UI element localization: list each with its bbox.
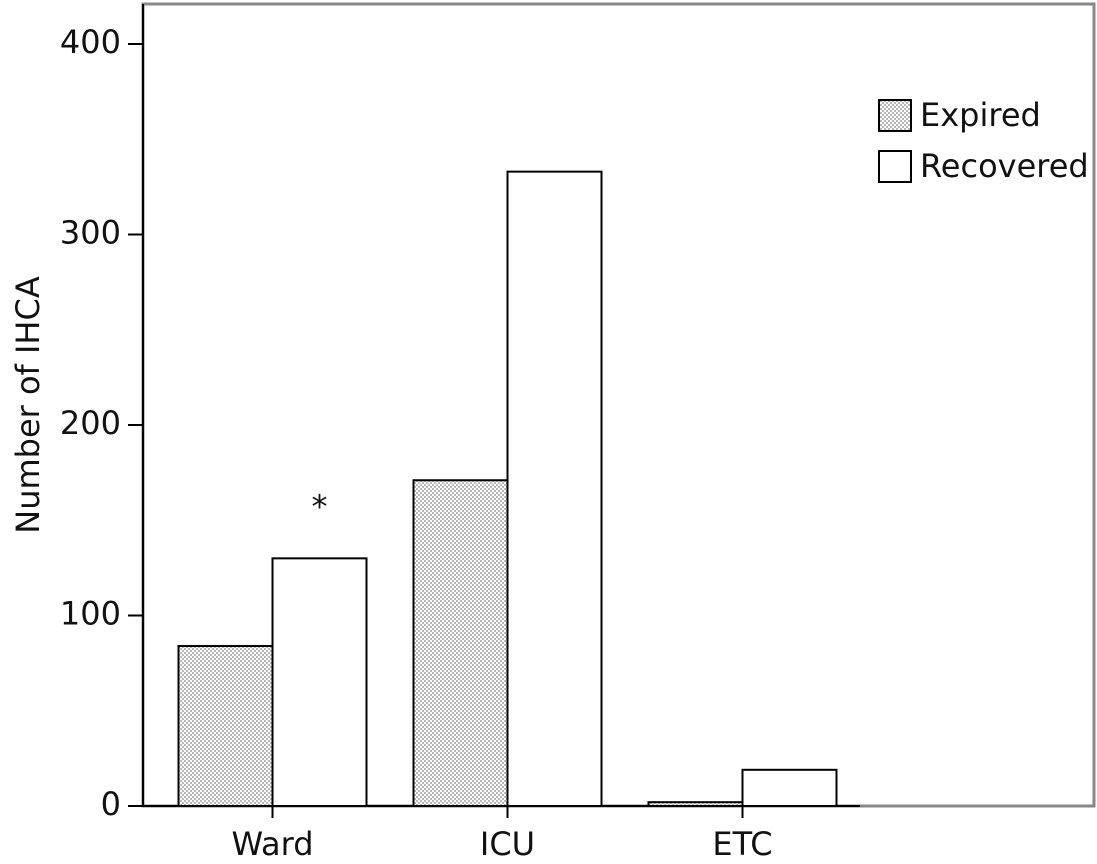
bar bbox=[506, 170, 603, 807]
annotation: * bbox=[312, 487, 328, 525]
y-tick-label: 0 bbox=[101, 785, 121, 823]
y-tick-label: 100 bbox=[60, 595, 121, 633]
bar bbox=[177, 644, 274, 808]
y-axis-label: Number of IHCA bbox=[9, 276, 47, 534]
y-tick-label: 200 bbox=[60, 404, 121, 442]
y-tick-label: 300 bbox=[60, 214, 121, 252]
bar bbox=[412, 479, 509, 807]
legend-swatch bbox=[878, 150, 912, 183]
legend-label: Expired bbox=[920, 96, 1041, 134]
x-tick-label: ICU bbox=[480, 825, 535, 860]
bar bbox=[271, 557, 368, 808]
x-tick-label: ETC bbox=[712, 825, 772, 860]
bar bbox=[741, 768, 838, 808]
y-tick-label: 400 bbox=[60, 23, 121, 61]
legend-swatch bbox=[878, 99, 912, 132]
x-tick-label: Ward bbox=[231, 825, 313, 860]
legend-label: Recovered bbox=[920, 147, 1089, 185]
